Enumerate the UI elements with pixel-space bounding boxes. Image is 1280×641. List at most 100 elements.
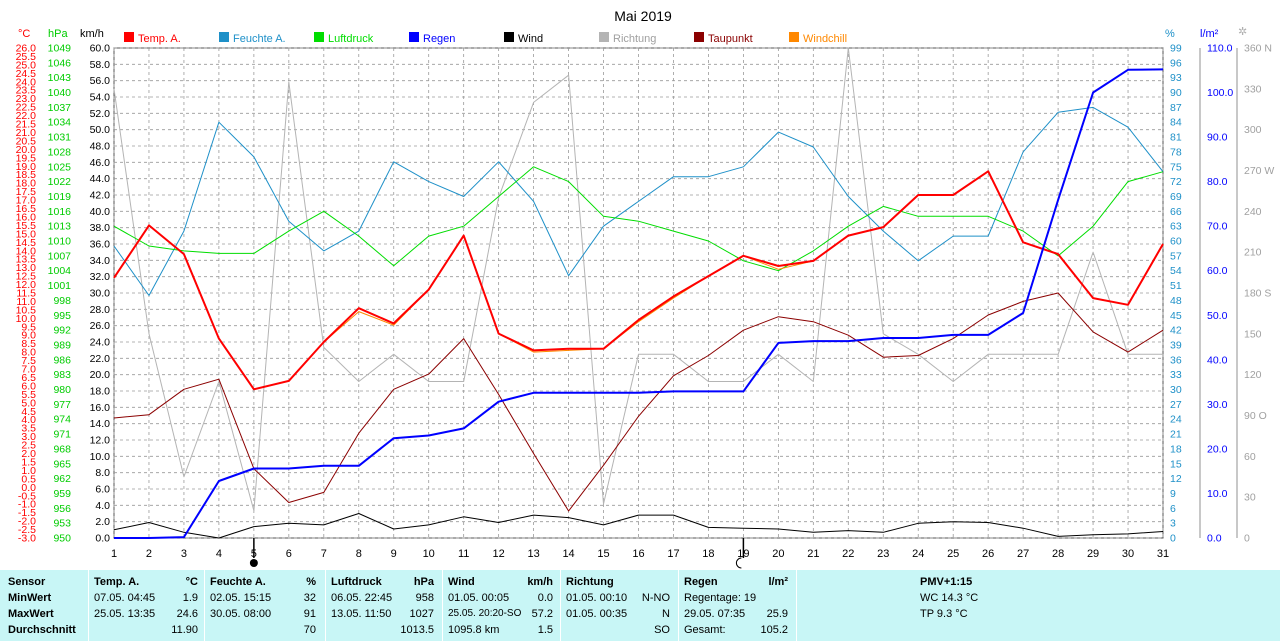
stats-temp-min-date: 07.05. 04:45 [94, 592, 156, 604]
hpa-tick-label: 998 [53, 295, 71, 307]
temp-tick-label: 17.5 [16, 186, 37, 198]
stats-feuchte-max-value: 91 [303, 608, 316, 620]
temp-tick-label: -2.0 [18, 516, 36, 528]
hpa-tick-label: 1034 [48, 117, 72, 129]
x-tick-label: 12 [493, 548, 505, 560]
stats-luftdruck-avg-value: 1013.5 [400, 624, 434, 636]
lm2-tick-label: 40.0 [1207, 354, 1228, 366]
temp-tick-label: 23.5 [16, 85, 37, 97]
stats-richtung-min-value: N-NO [641, 592, 670, 604]
temp-tick-label: -1.0 [18, 499, 36, 511]
hpa-tick-label: 1007 [48, 250, 72, 262]
legend-swatch-wind [504, 32, 514, 42]
lm2-tick-label: 60.0 [1207, 265, 1228, 277]
pct-tick-label: 36 [1170, 354, 1182, 366]
stats-sensor-column: Sensor MinWert MaxWert Durchschnitt [8, 570, 86, 641]
x-tick-label: 1 [111, 548, 117, 560]
temp-tick-label: 17.0 [16, 195, 37, 207]
pct-tick-label: 66 [1170, 206, 1182, 218]
kmh-tick-label: 34.0 [90, 255, 111, 267]
pct-tick-label: 57 [1170, 250, 1182, 262]
x-tick-label: 18 [702, 548, 714, 560]
pct-tick-label: 78 [1170, 146, 1182, 158]
lm2-tick-label: 80.0 [1207, 176, 1228, 188]
pct-tick-label: 6 [1170, 503, 1176, 515]
legend-swatch-feuchte [219, 32, 229, 42]
dir-tick-label: 0 [1244, 533, 1250, 545]
stats-richtung-min-date: 01.05. 00:10 [566, 592, 628, 604]
temp-tick-label: 26.0 [16, 43, 37, 55]
pct-tick-label: 15 [1170, 458, 1182, 470]
lm2-tick-label: 110.0 [1207, 43, 1233, 55]
temp-tick-label: -0.5 [18, 490, 36, 502]
hpa-axis-unit: hPa [48, 28, 68, 40]
lm2-tick-label: 50.0 [1207, 310, 1228, 322]
x-tick-label: 29 [1087, 548, 1099, 560]
pct-tick-label: 18 [1170, 443, 1182, 455]
stats-regen-max-date: 29.05. 07:35 [684, 608, 746, 620]
stats-wind-min-date: 01.05. 00:05 [448, 592, 510, 604]
stats-luftdruck-min-value: 958 [415, 592, 434, 604]
x-tick-label: 11 [458, 548, 469, 560]
hpa-tick-label: 977 [53, 399, 71, 411]
compass-icon: ✲ [1238, 25, 1247, 38]
pct-tick-label: 51 [1170, 280, 1182, 292]
stats-min-label: MinWert [8, 592, 52, 604]
stats-regen-total-value: 105.2 [760, 624, 788, 636]
temp-tick-label: 16.5 [16, 203, 37, 215]
stats-regen-max-value: 25.9 [766, 608, 788, 620]
hpa-tick-label: 1022 [48, 176, 72, 188]
x-tick-label: 9 [391, 548, 397, 560]
legend: Temp. A. Feuchte A. Luftdruck Regen Wind Rich… [124, 32, 847, 45]
stats-pmv-windchill: WC 14.3 °C [920, 592, 979, 604]
x-tick-label: 13 [527, 548, 539, 560]
legend-label-feuchte: Feuchte A. [233, 33, 286, 45]
hpa-tick-label: 962 [53, 473, 71, 485]
stats-luftdruck-unit: hPa [413, 576, 434, 588]
temp-tick-label: 4.5 [21, 406, 36, 418]
x-tick-label: 25 [947, 548, 959, 560]
kmh-tick-label: 32.0 [90, 271, 111, 283]
full-moon-icon [735, 557, 742, 569]
pct-tick-label: 87 [1170, 102, 1182, 114]
kmh-tick-label: 54.0 [90, 92, 111, 104]
legend-label-taupunkt: Taupunkt [708, 33, 753, 45]
stats-luftdruck-header: Luftdruck [331, 576, 382, 588]
stats-wind-distance: 1095.8 km [448, 624, 500, 636]
lm2-tick-label: 90.0 [1207, 132, 1228, 144]
stats-pmv-column: PMV+1:15 WC 14.3 °C TP 9.3 °C [900, 570, 1060, 641]
lm2-tick-label: 70.0 [1207, 221, 1228, 233]
temp-tick-label: 22.5 [16, 102, 37, 114]
kmh-tick-label: 22.0 [90, 353, 111, 365]
x-tick-label: 16 [632, 548, 644, 560]
hpa-tick-label: 995 [53, 310, 71, 322]
pct-tick-label: 42 [1170, 325, 1182, 337]
x-tick-label: 10 [423, 548, 435, 560]
temp-tick-label: 10.0 [16, 313, 37, 325]
kmh-tick-label: 12.0 [90, 435, 111, 447]
kmh-tick-label: 46.0 [90, 157, 111, 169]
x-tick-label: 6 [286, 548, 292, 560]
dir-tick-label: 240 [1244, 206, 1262, 218]
series-line-feuchte [113, 106, 1164, 296]
dir-tick-label: 360 N [1244, 43, 1272, 55]
temp-tick-label: 9.5 [21, 321, 36, 333]
hpa-tick-label: 959 [53, 488, 71, 500]
hpa-tick-label: 974 [53, 414, 71, 426]
stats-luftdruck-column: Luftdruck hPa 06.05. 22:45 958 13.05. 11… [331, 570, 434, 641]
stats-temp-min-value: 1.9 [182, 592, 198, 604]
hpa-tick-label: 1028 [48, 146, 72, 158]
temp-tick-label: 21.0 [16, 127, 37, 139]
kmh-tick-label: 2.0 [95, 516, 110, 528]
series-line-regen [114, 68, 1164, 539]
hpa-tick-label: 980 [53, 384, 71, 396]
stats-richtung-avg-value: SO [654, 624, 670, 636]
stats-feuchte-max-date: 30.05. 08:00 [210, 608, 272, 620]
stats-luftdruck-min-date: 06.05. 22:45 [331, 592, 393, 604]
chart-grid [113, 47, 1164, 539]
kmh-tick-label: 0.0 [95, 533, 110, 545]
stats-panel: Sensor MinWert MaxWert Durchschnitt Temp… [0, 570, 1280, 641]
temp-tick-label: 8.0 [21, 347, 36, 359]
temp-tick-label: 11.5 [16, 288, 36, 300]
temp-tick-label: 20.5 [16, 135, 37, 147]
